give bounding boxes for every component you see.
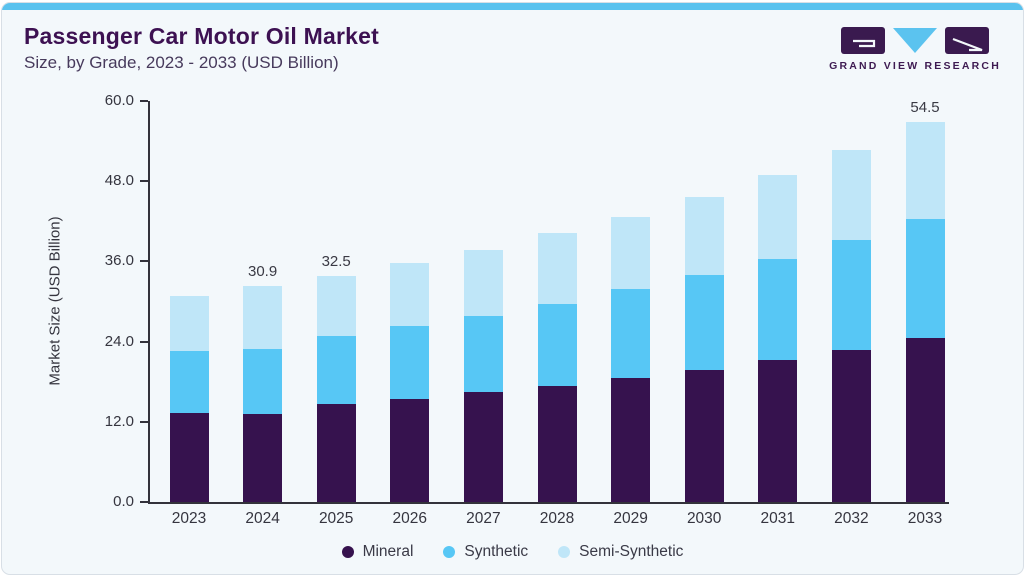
legend: Mineral Synthetic Semi-Synthetic	[2, 543, 1023, 561]
bar-segment-semi-synthetic	[684, 197, 724, 276]
bar-segment-semi-synthetic	[463, 250, 503, 317]
x-axis-label: 2026	[392, 510, 428, 527]
y-axis-line	[148, 101, 150, 504]
bar-segment-mineral	[684, 369, 724, 502]
bar-segment-synthetic	[169, 350, 209, 414]
bar-segment-mineral	[243, 413, 283, 502]
x-axis-label: 2030	[686, 510, 722, 527]
x-axis-label: 2027	[466, 510, 501, 527]
bar-segment-synthetic	[905, 219, 945, 338]
x-axis-line	[148, 502, 949, 504]
x-axis-label: 2033	[907, 510, 943, 527]
bar-segment-mineral	[316, 404, 356, 502]
x-axis-label: 2025	[318, 510, 354, 527]
bar-segment-semi-synthetic	[537, 233, 577, 305]
bar-segment-mineral	[537, 385, 577, 502]
legend-dot-icon	[443, 546, 456, 558]
bar-segment-mineral	[463, 392, 503, 502]
x-axis-label: 2029	[613, 510, 648, 527]
logo-text: GRAND VIEW RESEARCH	[829, 60, 1001, 72]
page-subtitle: Size, by Grade, 2023 - 2033 (USD Billion…	[24, 53, 339, 73]
legend-label: Mineral	[362, 543, 414, 560]
legend-item-mineral: Mineral	[341, 543, 414, 561]
bar-segment-semi-synthetic	[243, 286, 283, 349]
y-tick-label: 24.0	[104, 332, 134, 350]
y-tick-label: 12.0	[104, 412, 134, 430]
bar-segment-mineral	[169, 413, 209, 502]
legend-label: Synthetic	[464, 543, 529, 560]
bar-segment-semi-synthetic	[905, 121, 945, 220]
legend-item-semi-synthetic: Semi-Synthetic	[558, 543, 683, 561]
bar-segment-synthetic	[463, 316, 503, 393]
bar-segment-synthetic	[611, 289, 651, 379]
top-accent-bar	[2, 3, 1023, 10]
x-axis-label: 2031	[760, 510, 796, 527]
bar-segment-mineral	[390, 399, 430, 502]
gvr-logo: GRAND VIEW RESEARCH	[829, 27, 1001, 72]
y-tick-label: 48.0	[104, 172, 134, 190]
bar-segment-synthetic	[831, 240, 871, 350]
y-tick	[140, 260, 148, 263]
legend-label: Semi-Synthetic	[579, 543, 684, 560]
bar-value-label: 30.9	[247, 263, 278, 281]
bar-segment-synthetic	[758, 258, 798, 361]
x-axis-label: 2023	[171, 510, 207, 527]
bar-segment-mineral	[611, 378, 651, 502]
bar-value-label: 54.5	[910, 98, 940, 116]
bar-segment-mineral	[905, 337, 945, 502]
logo-v-triangle-icon	[893, 28, 938, 53]
bar-segment-semi-synthetic	[831, 149, 871, 241]
header: Passenger Car Motor Oil Market Size, by …	[24, 23, 1001, 73]
y-axis-title: Market Size (USD Billion)	[46, 216, 64, 386]
bar-segment-synthetic	[390, 326, 430, 400]
bar-segment-synthetic	[537, 304, 577, 386]
bar-segment-semi-synthetic	[390, 263, 430, 327]
legend-dot-icon	[341, 546, 354, 558]
y-tick-label: 36.0	[104, 252, 134, 270]
plot-area: Market Size (USD Billion) 0.0 12.0 24.0 36.…	[47, 92, 949, 527]
y-tick	[140, 100, 148, 102]
bar-value-label: 32.5	[321, 253, 351, 271]
x-axis-label: 2032	[834, 510, 869, 527]
y-tick	[140, 501, 148, 503]
bar-segment-semi-synthetic	[611, 216, 651, 290]
y-tick	[140, 340, 148, 343]
gvr-logo-mark-icon	[841, 27, 990, 54]
bar-segment-semi-synthetic	[758, 175, 798, 259]
y-tick-label: 60.0	[104, 92, 134, 109]
logo-r-block-icon	[945, 27, 990, 54]
x-axis-label: 2028	[539, 510, 575, 527]
legend-dot-icon	[558, 546, 571, 558]
bar-segment-synthetic	[684, 275, 724, 370]
y-tick-label: 0.0	[113, 493, 134, 510]
bar-segment-semi-synthetic	[316, 276, 356, 336]
bar-segment-mineral	[758, 360, 798, 502]
page-title: Passenger Car Motor Oil Market	[24, 23, 379, 49]
bar-segment-semi-synthetic	[169, 296, 209, 351]
title-block: Passenger Car Motor Oil Market Size, by …	[24, 23, 379, 73]
x-axis-label: 2024	[245, 510, 280, 527]
y-tick	[140, 180, 148, 183]
bar-segment-synthetic	[316, 335, 356, 405]
bar-segment-synthetic	[243, 348, 283, 414]
legend-item-synthetic: Synthetic	[443, 543, 528, 561]
y-tick	[140, 420, 148, 423]
bar-segment-mineral	[831, 349, 871, 502]
